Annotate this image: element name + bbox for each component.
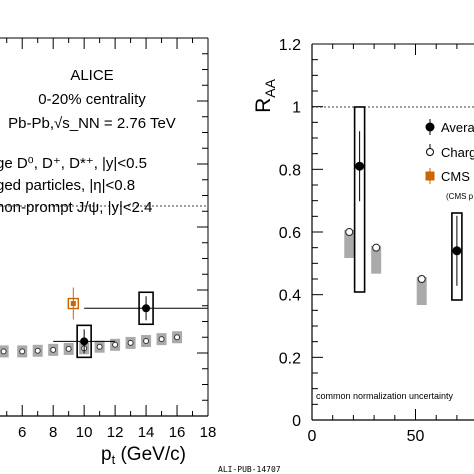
- left-header-line-1: ALICE: [70, 67, 113, 84]
- legend-marker-charged: [426, 148, 434, 156]
- right-charged-point: [345, 228, 354, 236]
- left-d-meson-syst-box: [138, 291, 154, 326]
- right-panel: 00.20.40.60.811.2 050100150 RAA Avera Ch…: [252, 37, 474, 445]
- left-x-tick-label: 18: [200, 424, 217, 441]
- right-y-tick-labels: 0 0.2 0.4 0.6 0.8 1 1.2: [279, 37, 301, 430]
- normalization-annotation: common normalization uncertainty: [316, 391, 454, 401]
- right-d-meson-point: [355, 161, 365, 171]
- left-d-meson-syst-box: [76, 324, 92, 359]
- left-charged-point: [50, 346, 57, 353]
- right-d-meson-point: [452, 246, 462, 256]
- left-ticks: [6, 38, 209, 416]
- right-charged-syst-box: [371, 245, 382, 274]
- left-charged-point: [174, 334, 181, 341]
- right-marks: [344, 106, 463, 305]
- right-charged-point: [372, 243, 381, 252]
- right-ticks: [312, 44, 458, 420]
- right-x-tick-label: 0: [308, 428, 317, 445]
- right-d-meson-syst-box: [353, 106, 366, 293]
- right-d-meson-syst-box: [451, 212, 463, 301]
- left-x-axis-label: pt (GeV/c): [101, 444, 186, 467]
- right-y-tick-label: 0.8: [279, 162, 301, 179]
- left-x-tick-label: 8: [49, 424, 57, 441]
- left-jpsi-point: [70, 301, 76, 307]
- right-charged-syst-box: [344, 230, 355, 258]
- left-panel: 6 8 10 12 14 16 18 ALICE 0-20% centrality Pb-P…: [0, 37, 216, 467]
- left-legend-line-2: ged particles, |η|<0.8: [0, 177, 135, 194]
- left-x-tick-label: 16: [169, 424, 186, 441]
- right-charged-syst-box: [416, 277, 427, 305]
- left-charged-point: [112, 341, 119, 348]
- right-y-tick-label: 1.2: [279, 37, 301, 54]
- right-x-tick-label: 50: [407, 428, 425, 445]
- left-x-tick-label: 12: [107, 424, 124, 441]
- right-charged-point: [417, 275, 426, 283]
- left-jpsi-syst-box: [67, 297, 80, 310]
- right-y-tick-label: 0.6: [279, 225, 301, 242]
- right-y-axis-label: RAA: [252, 78, 278, 113]
- legend-label-charged: Charg: [441, 145, 474, 160]
- left-charged-point: [0, 348, 7, 355]
- right-x-tick-labels: 050100150: [308, 428, 425, 445]
- right-y-tick-label: 0.2: [279, 350, 301, 367]
- left-x-tick-label: 14: [138, 424, 155, 441]
- left-charged-point: [65, 345, 72, 352]
- left-d-meson-point: [80, 337, 89, 346]
- left-charged-point: [19, 348, 26, 355]
- legend-label-average: Avera: [441, 120, 474, 135]
- left-charged-point: [127, 339, 134, 346]
- left-header-line-2: 0-20% centrality: [38, 91, 146, 108]
- left-x-tick-label: 6: [18, 424, 26, 441]
- right-y-tick-label: 0: [292, 413, 301, 430]
- legend-note-cms: (CMS p: [446, 192, 474, 201]
- left-charged-point: [143, 338, 150, 345]
- right-y-tick-label: 1: [292, 100, 301, 117]
- legend-label-cms: CMS: [441, 169, 470, 184]
- figure-footer-id: ALI-PUB-14707: [218, 465, 281, 474]
- left-x-tick-labels: 6 8 10 12 14 16 18: [18, 424, 216, 441]
- left-charged-point: [34, 347, 41, 354]
- left-legend-line-3: non-prompt J/ψ, |y|<2.4: [0, 199, 152, 216]
- left-charged-point: [96, 343, 103, 350]
- left-d-meson-point: [142, 304, 151, 313]
- left-charged-point: [158, 336, 165, 343]
- left-legend-line-1: ge D⁰, D⁺, D*⁺, |y|<0.5: [0, 155, 147, 172]
- right-y-tick-label: 0.4: [279, 288, 301, 305]
- left-header-line-3: Pb-Pb,√s_NN = 2.76 TeV: [8, 115, 176, 132]
- left-x-tick-label: 10: [76, 424, 93, 441]
- left-marks: [0, 287, 208, 359]
